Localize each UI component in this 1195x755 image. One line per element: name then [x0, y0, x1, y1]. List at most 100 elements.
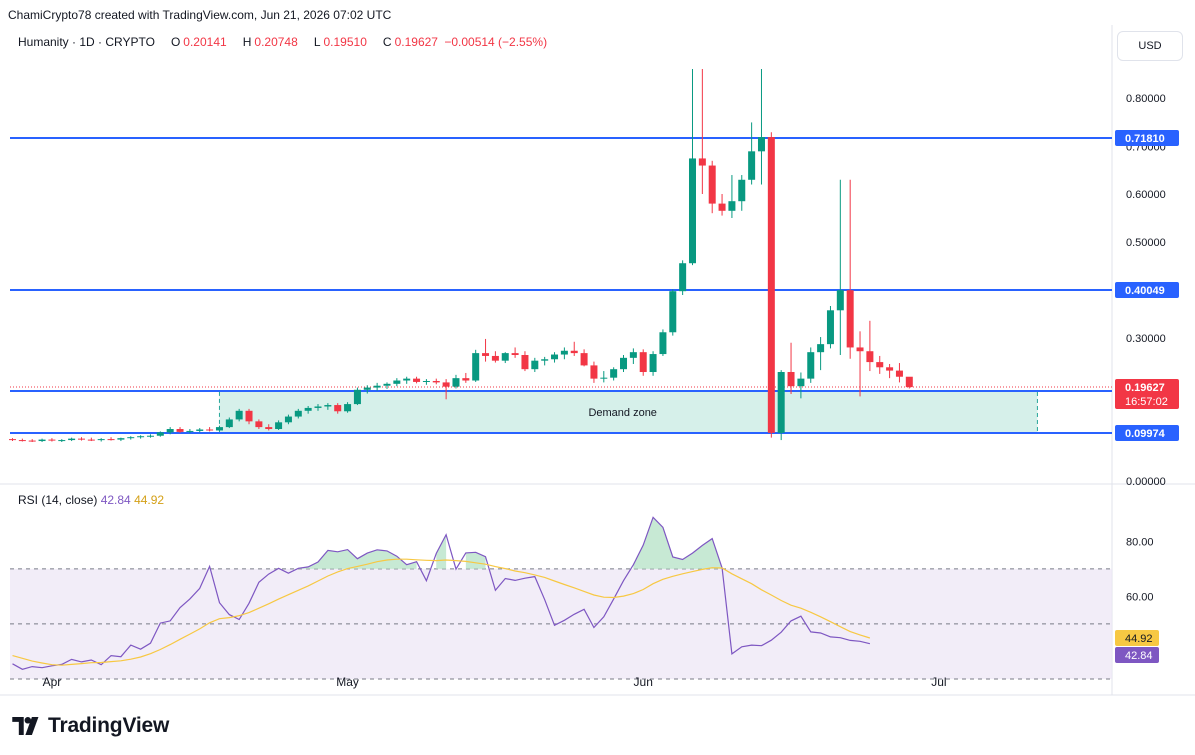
rsi-tick-label: 60.00 — [1126, 591, 1154, 603]
candle-body — [344, 404, 352, 412]
candle-body — [748, 151, 756, 180]
candle-body — [324, 405, 332, 407]
level-price-label: 0.40049 — [1125, 285, 1165, 297]
candle-body — [688, 158, 696, 264]
candle-body — [393, 380, 401, 384]
close-label: C — [382, 35, 392, 49]
rsi-tag — [1115, 646, 1159, 663]
rsi-title[interactable]: RSI (14, close) — [18, 493, 98, 507]
rsi-overbought-fill — [436, 534, 447, 569]
candle-body — [137, 436, 145, 438]
level-price-tag — [1115, 282, 1179, 298]
symbol-legend: Humanity · 1D · CRYPTO O 0.20141 H 0.20748… — [18, 35, 550, 49]
candle-body — [18, 440, 26, 442]
candle-body — [472, 353, 480, 381]
level-price-label: 0.18728 — [1125, 386, 1165, 398]
candle-body — [817, 344, 825, 353]
candle-body — [383, 383, 391, 386]
candle-body — [551, 354, 559, 360]
rsi-ma-tag — [1115, 629, 1159, 646]
candle-body — [600, 377, 608, 379]
candle-body — [314, 406, 322, 408]
candle-body — [886, 367, 894, 371]
candle-body — [255, 421, 263, 428]
time-tick-label: Apr — [43, 675, 62, 689]
candle-body — [117, 438, 125, 440]
candle-body — [432, 380, 440, 383]
candle-body — [334, 405, 342, 412]
open-value: 0.20141 — [183, 35, 227, 49]
candle-body — [659, 332, 667, 355]
candle-body — [787, 372, 795, 387]
low-value: 0.19510 — [323, 35, 367, 49]
high-value: 0.20748 — [254, 35, 298, 49]
candle-body — [679, 263, 687, 292]
level-price-label: 0.09974 — [1125, 428, 1166, 440]
currency-button[interactable]: USD — [1117, 31, 1183, 61]
candle-body — [215, 427, 223, 431]
attribution: ChamiCrypto78 created with TradingView.c… — [8, 8, 392, 22]
candle-body — [905, 376, 913, 388]
candle-body — [146, 435, 154, 437]
candle-body — [826, 310, 834, 345]
tradingview-logo-icon — [12, 717, 39, 735]
logo-text: TradingView — [48, 714, 170, 737]
candle-body — [127, 437, 135, 439]
symbol-title[interactable]: Humanity · 1D · CRYPTO — [18, 35, 155, 49]
candle-body — [452, 378, 460, 387]
rsi-overbought-fill — [465, 552, 486, 569]
candle-body — [97, 439, 105, 441]
price-tick-label: 0.60000 — [1126, 189, 1166, 201]
open-label: O — [170, 35, 181, 49]
rsi-value: 42.84 — [100, 493, 131, 507]
candles-group — [9, 69, 913, 443]
level-price-tag — [1115, 383, 1179, 400]
rsi-ma-value: 44.92 — [134, 493, 165, 507]
price-tick-label: 0.80000 — [1126, 93, 1166, 105]
countdown-label: 16:57:02 — [1125, 396, 1168, 408]
candle-body — [353, 389, 361, 405]
candle-body — [856, 347, 864, 352]
rsi-legend: RSI (14, close) 42.84 44.92 — [18, 493, 164, 507]
candle-body — [206, 429, 214, 431]
candle-body — [373, 385, 381, 388]
candle-body — [38, 439, 46, 442]
demand-zone — [218, 390, 1038, 434]
candle-body — [649, 354, 657, 373]
candle-body — [363, 387, 371, 390]
candle-body — [895, 370, 903, 377]
candle-body — [501, 353, 509, 361]
candle-body — [48, 439, 56, 441]
rsi-tick-label: 80.00 — [1126, 536, 1154, 548]
candle-body — [580, 353, 588, 366]
candle-body — [462, 378, 470, 381]
candle-body — [28, 440, 36, 442]
candle-body — [491, 355, 499, 361]
last-price-tag — [1115, 379, 1179, 409]
candle-body — [570, 350, 578, 354]
close-value: 0.19627 — [394, 35, 438, 49]
time-tick-label: Jul — [931, 675, 946, 689]
candle-body — [531, 360, 539, 370]
price-tick-label: 0.70000 — [1126, 142, 1166, 154]
candle-body — [511, 353, 519, 356]
high-label: H — [242, 35, 252, 49]
candle-body — [728, 201, 736, 211]
candle-body — [738, 179, 746, 202]
candle-body — [629, 352, 637, 358]
candle-body — [620, 357, 628, 370]
candle-body — [846, 290, 854, 348]
candle-body — [541, 359, 549, 361]
time-tick-label: May — [336, 675, 359, 689]
candle-body — [107, 439, 115, 441]
candle-body — [767, 137, 775, 433]
candle-body — [58, 440, 66, 442]
candle-body — [403, 378, 411, 381]
candle-body — [284, 416, 292, 423]
candle-body — [708, 165, 716, 204]
candle-body — [9, 439, 16, 441]
rsi-overbought-fill — [298, 549, 417, 569]
price-tick-label: 0.00000 — [1126, 476, 1166, 488]
